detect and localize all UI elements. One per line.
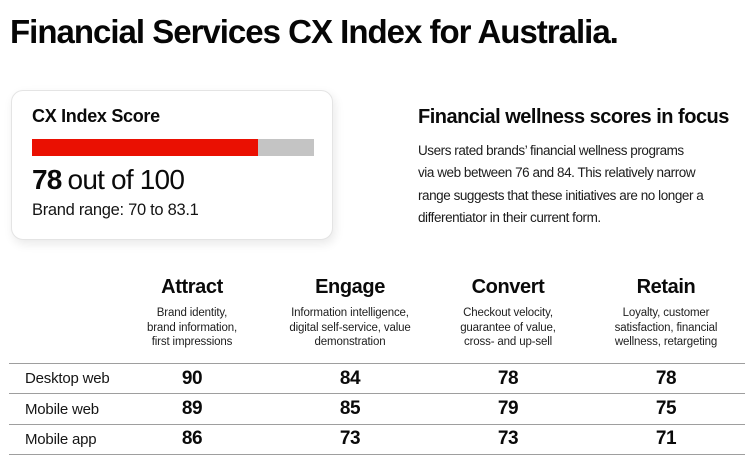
score-cell: 90 [181, 367, 203, 389]
table-row-mobile-web: Mobile web 89 85 79 75 [9, 393, 745, 423]
score-cell: 89 [181, 398, 203, 420]
row-label: Mobile app [25, 430, 97, 448]
focus-body-line: differentiator in their current form. [418, 209, 601, 225]
row-label: Mobile web [25, 400, 99, 418]
focus-body-line: range suggests that these initiatives ar… [418, 187, 704, 203]
score-cell: 85 [339, 398, 361, 420]
score-cell: 71 [655, 428, 677, 450]
focus-panel: Financial wellness scores in focus Users… [418, 106, 750, 229]
focus-body-line: Users rated brands’ financial wellness p… [418, 143, 684, 158]
score-progress-fill [32, 139, 258, 156]
score-cell: 86 [181, 428, 203, 450]
table-row-mobile-app: Mobile app 86 73 73 71 [9, 423, 745, 454]
score-cell: 73 [497, 428, 519, 450]
column-description: Information intelligence, digital self-s… [289, 307, 411, 349]
score-value: 78 [32, 164, 62, 195]
score-cell: 78 [497, 367, 519, 389]
funnel-table-body: Desktop web 90 84 78 78 Mobile web 89 85… [9, 363, 745, 456]
column-description: Checkout velocity, guarantee of value, c… [460, 307, 556, 349]
brand-range-label: Brand range: 70 to 83.1 [32, 201, 199, 219]
cx-score-card: CX Index Score 78 out of 100 Brand range:… [11, 90, 333, 240]
column-label: Retain [636, 276, 696, 298]
score-card-heading: CX Index Score [32, 106, 160, 126]
score-cell: 78 [655, 367, 677, 389]
page-title: Financial Services CX Index for Australi… [10, 13, 619, 50]
column-retain: Retain Loyalty, customer satisfaction, f… [587, 276, 745, 350]
score-cell: 84 [339, 367, 361, 389]
score-suffix: out of 100 [67, 164, 185, 195]
column-attract: Attract Brand identity, brand informatio… [113, 276, 271, 350]
focus-body: Users rated brands’ financial wellness p… [418, 140, 750, 229]
column-description: Loyalty, customer satisfaction, financia… [614, 307, 718, 349]
score-line: 78 out of 100 [32, 164, 312, 196]
row-label: Desktop web [25, 370, 110, 388]
funnel-table: Attract Brand identity, brand informatio… [9, 276, 745, 456]
focus-body-line: via web between 76 and 84. This relative… [418, 165, 696, 181]
score-cell: 73 [339, 428, 361, 450]
column-engage: Engage Information intelligence, digital… [271, 276, 429, 350]
column-label: Convert [471, 276, 545, 298]
focus-heading: Financial wellness scores in focus [418, 106, 729, 128]
column-label: Attract [161, 276, 223, 298]
table-row-desktop-web: Desktop web 90 84 78 78 [9, 363, 745, 393]
funnel-table-header: Attract Brand identity, brand informatio… [9, 276, 745, 363]
column-convert: Convert Checkout velocity, guarantee of … [429, 276, 587, 350]
column-description: Brand identity, brand information, first… [147, 307, 237, 349]
score-progress-track [32, 139, 314, 156]
score-cell: 79 [497, 398, 519, 420]
column-label: Engage [315, 276, 385, 298]
score-cell: 75 [655, 398, 677, 420]
